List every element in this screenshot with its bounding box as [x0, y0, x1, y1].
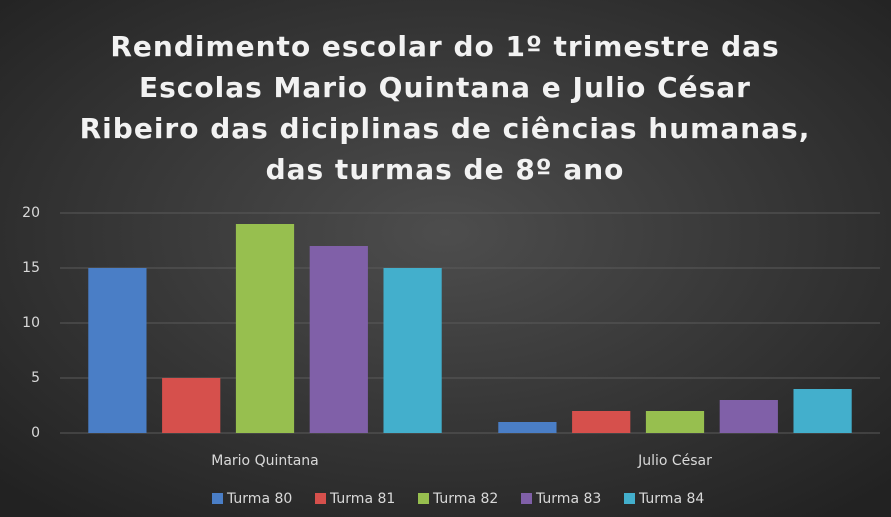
- legend-label: Turma 84: [638, 491, 704, 507]
- chart-title: Ribeiro das diciplinas de ciências human…: [80, 112, 811, 145]
- bar: [572, 411, 631, 433]
- chart-title: Escolas Mario Quintana e Julio César: [139, 71, 751, 104]
- bar: [162, 378, 221, 433]
- legend-swatch: [212, 493, 223, 504]
- legend-label: Turma 81: [329, 491, 395, 507]
- bar: [88, 268, 147, 433]
- legend-swatch: [521, 493, 532, 504]
- legend-label: Turma 82: [432, 491, 498, 507]
- bar: [719, 400, 778, 433]
- y-tick-label: 20: [22, 205, 40, 221]
- bar: [309, 246, 368, 433]
- y-tick-label: 15: [22, 260, 40, 276]
- x-tick-label: Julio César: [637, 453, 712, 469]
- y-tick-label: 10: [22, 315, 40, 331]
- chart-title: Rendimento escolar do 1º trimestre das: [110, 30, 779, 63]
- y-tick-label: 5: [31, 370, 40, 386]
- legend-label: Turma 83: [535, 491, 601, 507]
- bar: [235, 224, 295, 433]
- bar: [498, 422, 557, 433]
- legend-label: Turma 80: [226, 491, 292, 507]
- bar: [645, 411, 705, 433]
- y-tick-label: 0: [31, 425, 40, 441]
- legend-swatch: [418, 493, 429, 504]
- chart-title: das turmas de 8º ano: [266, 153, 625, 186]
- bar: [383, 268, 442, 433]
- legend-swatch: [315, 493, 326, 504]
- legend-swatch: [624, 493, 635, 504]
- bar: [793, 389, 852, 433]
- x-tick-label: Mario Quintana: [211, 453, 319, 469]
